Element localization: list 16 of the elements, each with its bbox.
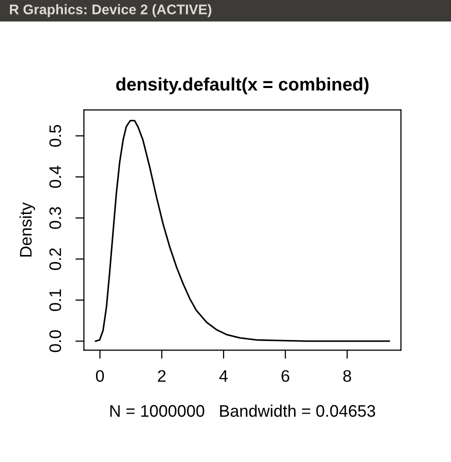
x-tick-label: 4 <box>219 370 228 382</box>
y-tick-label: 0.0 <box>49 330 62 352</box>
y-tick-label: 0.1 <box>49 289 62 312</box>
y-tick-label: 0.2 <box>49 248 62 270</box>
y-axis-title: Density <box>19 202 36 256</box>
x-tick-label: 0 <box>96 370 104 382</box>
x-tick-label: 2 <box>158 370 166 382</box>
x-tick-label: 8 <box>343 370 352 382</box>
y-tick-label: 0.5 <box>49 124 62 147</box>
x-axis-title: N = 1000000 Bandwidth = 0.04653 <box>110 404 376 417</box>
y-tick-label: 0.3 <box>49 207 62 229</box>
y-tick-label: 0.4 <box>49 166 62 188</box>
x-tick-label: 6 <box>282 370 290 382</box>
line-series <box>94 120 390 342</box>
text: R Graphics: Device 2 (ACTIVE) <box>10 4 212 18</box>
chart-title: density.default(x = combined) <box>116 77 369 94</box>
